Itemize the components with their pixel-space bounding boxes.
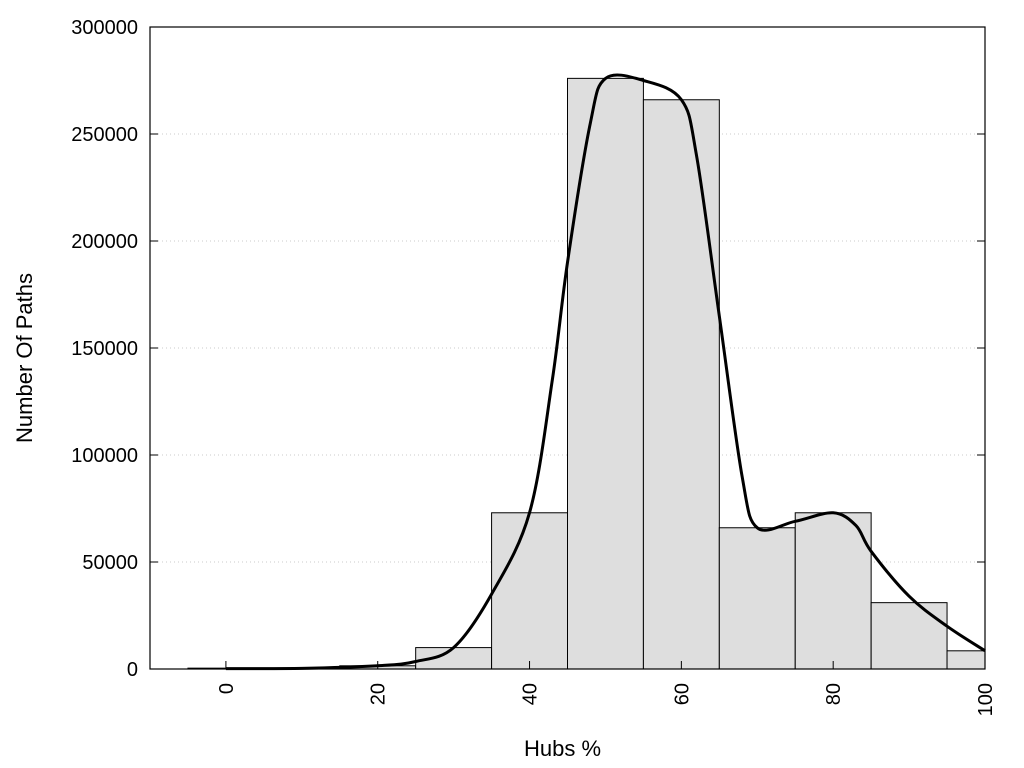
y-tick-label: 300000 [71,17,138,39]
x-tick-label: 20 [368,683,390,705]
y-tick-label: 150000 [71,338,138,360]
x-axis-label: Hubs % [524,736,601,761]
x-tick-label: 0 [216,683,238,694]
density-curve [225,73,986,671]
x-tick-label: 60 [671,683,693,705]
histogram-bars [187,77,986,670]
histogram-bar [642,99,720,670]
y-axis: 0 50000 100000 150000 200000 250000 300000 [71,17,985,681]
histogram-bar [794,512,872,670]
y-tick-label: 250000 [71,124,138,146]
histogram-bar [870,602,948,670]
y-tick-label: 50000 [82,552,138,574]
density-curve-line [225,73,986,671]
y-tick-label: 0 [127,659,138,681]
histogram-bar [946,650,986,670]
x-tick-label: 80 [823,683,845,705]
x-tick-label: 100 [975,683,997,716]
y-tick-label: 100000 [71,445,138,467]
histogram-bar [567,77,644,670]
x-tick-label: 40 [520,683,542,705]
x-axis: 0 20 40 60 80 100 [216,661,997,716]
histogram-bar [491,512,568,670]
histogram-bar [718,527,796,670]
y-axis-label: Number Of Paths [12,273,37,443]
y-tick-label: 200000 [71,231,138,253]
